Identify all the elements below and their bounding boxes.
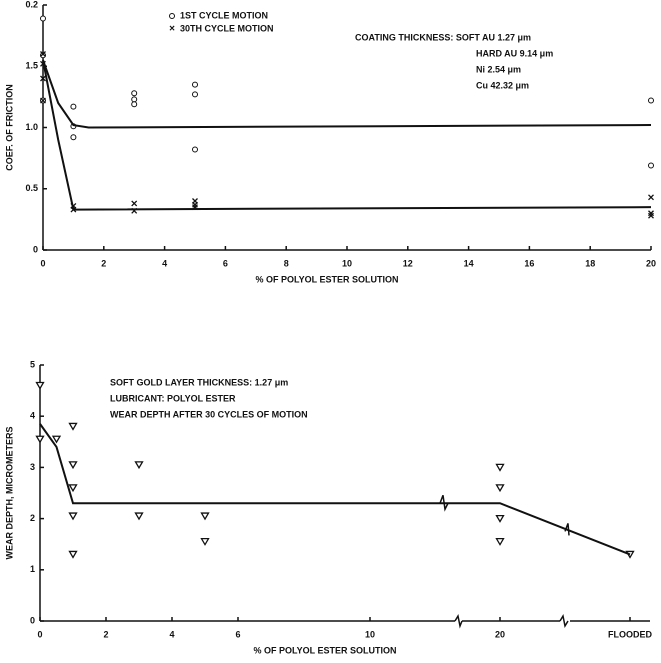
- annotation: Cu 42.32 μm: [476, 80, 529, 90]
- point: [35, 381, 45, 390]
- point: [495, 514, 505, 523]
- point: [68, 461, 78, 470]
- point: [495, 463, 505, 472]
- annotation: HARD AU 9.14 μm: [476, 48, 553, 58]
- y-tick-label: 1: [30, 564, 35, 574]
- point: [200, 512, 210, 521]
- point: [68, 550, 78, 559]
- annotation: Ni 2.54 μm: [476, 64, 521, 74]
- point: [648, 194, 654, 201]
- point: [648, 212, 654, 219]
- legend-label: 1ST CYCLE MOTION: [180, 10, 268, 20]
- point: [192, 146, 198, 153]
- fit-line: [39, 423, 631, 556]
- x-tick-label: 10: [365, 629, 375, 639]
- y-axis-label: COEF. OF FRICTION: [4, 84, 14, 171]
- y-tick-label: 0: [33, 244, 38, 254]
- point: [131, 90, 138, 97]
- y-axis-label: WEAR DEPTH, MICROMETERS: [4, 426, 14, 559]
- point: [70, 103, 77, 110]
- point: [68, 512, 78, 521]
- line-break: [439, 494, 570, 536]
- x-tick-label: 12: [403, 258, 413, 268]
- point: [131, 96, 138, 103]
- point: [134, 461, 144, 470]
- point: [192, 81, 198, 88]
- y-tick-label: 4: [30, 411, 35, 421]
- point: [495, 537, 505, 546]
- annotation: WEAR DEPTH AFTER 30 CYCLES OF MOTION: [110, 409, 308, 419]
- x-tick-label: 20: [495, 629, 505, 639]
- x-tick-label: 0: [40, 258, 45, 268]
- x-tick-label: 16: [524, 258, 534, 268]
- point: [495, 484, 505, 493]
- y-tick-label: 0: [30, 615, 35, 625]
- y-tick-label: 1.5: [25, 61, 38, 71]
- point: [40, 52, 46, 59]
- legend-label: 30TH CYCLE MOTION: [180, 23, 274, 33]
- y-tick-label: 2: [30, 513, 35, 523]
- point: [200, 537, 210, 546]
- point: [70, 134, 77, 141]
- x-tick-label: 6: [235, 629, 240, 639]
- y-tick-label: 0.5: [25, 183, 38, 193]
- point: [648, 97, 654, 104]
- point: [40, 51, 46, 57]
- point: [40, 15, 46, 22]
- x-tick-label: 0: [37, 629, 42, 639]
- point: [131, 200, 138, 207]
- y-tick-label: 0.2: [25, 0, 38, 9]
- point: [40, 97, 46, 104]
- y-tick-label: 3: [30, 462, 35, 472]
- point: [35, 435, 45, 444]
- point: [51, 435, 62, 444]
- x-tick-label: 4: [162, 258, 167, 268]
- x-tick-label: 2: [101, 258, 106, 268]
- x-tick-label: FLOODED: [608, 629, 652, 639]
- x-axis-label: % OF POLYOL ESTER SOLUTION: [255, 274, 398, 284]
- y-tick-label: 5: [30, 359, 35, 369]
- x-tick-label: 2: [103, 629, 108, 639]
- legend-marker: [169, 13, 175, 19]
- point: [134, 512, 144, 521]
- fit-line: [42, 59, 652, 129]
- annotation: SOFT GOLD LAYER THICKNESS: 1.27 μm: [110, 377, 288, 387]
- point: [68, 484, 78, 493]
- x-tick-label: 6: [223, 258, 228, 268]
- point: [68, 422, 78, 431]
- x-axis-label: % OF POLYOL ESTER SOLUTION: [253, 645, 396, 655]
- x-tick-label: 8: [284, 258, 289, 268]
- fit-line: [42, 59, 652, 211]
- point: [40, 75, 46, 82]
- axis-break: [454, 613, 569, 629]
- x-tick-label: 18: [585, 258, 595, 268]
- y-tick-label: 1.0: [25, 122, 38, 132]
- x-tick-label: 20: [646, 258, 656, 268]
- annotation: LUBRICANT: POLYOL ESTER: [110, 393, 236, 403]
- x-tick-label: 4: [169, 629, 174, 639]
- x-tick-label: 10: [342, 258, 352, 268]
- annotation: COATING THICKNESS: SOFT AU 1.27 μm: [355, 32, 531, 42]
- point: [192, 91, 198, 98]
- legend-marker: ×: [169, 24, 175, 35]
- point: [131, 101, 138, 108]
- point: [648, 162, 654, 169]
- x-tick-label: 14: [464, 258, 474, 268]
